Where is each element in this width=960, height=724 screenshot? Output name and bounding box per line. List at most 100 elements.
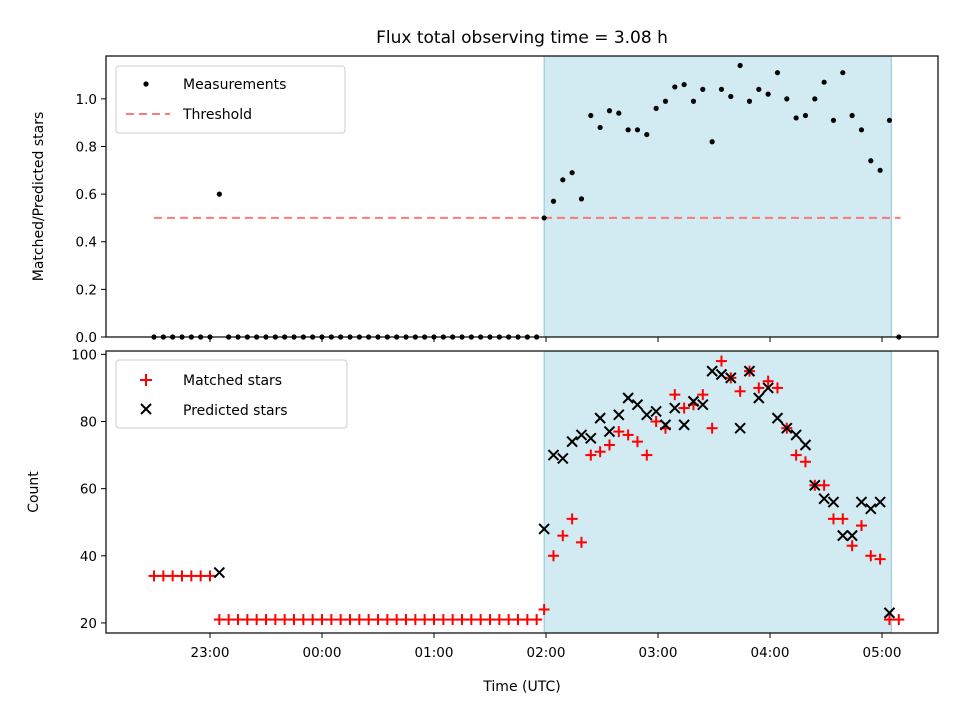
matched-star-point bbox=[503, 614, 515, 626]
matched-star-point bbox=[381, 614, 393, 626]
y-tick-label: 40 bbox=[80, 549, 97, 565]
predicted-star-point bbox=[669, 402, 681, 414]
matched-star-point bbox=[204, 570, 216, 582]
predicted-star-point bbox=[818, 493, 830, 505]
matched-star-point bbox=[613, 426, 625, 438]
matched-stars-points bbox=[148, 355, 905, 626]
matched-star-point bbox=[883, 614, 895, 626]
matched-star-point bbox=[325, 614, 337, 626]
measurement-point bbox=[756, 86, 762, 92]
predicted-star-point bbox=[725, 372, 737, 384]
y-tick-label: 0.4 bbox=[76, 235, 97, 251]
predicted-star-point bbox=[706, 365, 718, 377]
matched-star-point bbox=[753, 382, 765, 394]
x-tick-label: 01:00 bbox=[415, 645, 454, 661]
predicted-star-point bbox=[855, 496, 868, 508]
matched-star-point bbox=[279, 614, 291, 626]
bottom-y-axis-label: Count bbox=[26, 471, 42, 513]
matched-star-point bbox=[650, 416, 662, 427]
predicted-star-point bbox=[687, 395, 700, 408]
predicted-star-point bbox=[613, 409, 625, 421]
matched-star-point bbox=[428, 614, 440, 626]
measurement-point bbox=[868, 158, 874, 164]
matched-star-point bbox=[855, 520, 867, 532]
predicted-star-point bbox=[659, 419, 672, 431]
predicted-star-point bbox=[734, 422, 746, 434]
predicted-star-point bbox=[790, 429, 802, 441]
matched-star-point bbox=[269, 614, 281, 626]
legend-measurements-label: Measurements bbox=[183, 77, 286, 93]
matched-star-point bbox=[307, 614, 319, 626]
x-tick-label: 02:00 bbox=[527, 645, 566, 661]
predicted-star-point bbox=[585, 432, 597, 444]
matched-star-point bbox=[697, 389, 709, 401]
measurement-point bbox=[662, 98, 669, 104]
matched-star-point bbox=[157, 570, 169, 582]
y-tick-label: 1.0 bbox=[76, 92, 97, 108]
x-tick-label: 04:00 bbox=[751, 645, 790, 661]
matched-star-point bbox=[409, 614, 421, 626]
measurement-point bbox=[700, 86, 706, 92]
measurement-point bbox=[737, 62, 743, 69]
measurement-point bbox=[746, 98, 753, 104]
measurement-point bbox=[616, 110, 622, 116]
chart-title: Flux total observing time = 3.08 h bbox=[376, 28, 668, 48]
measurement-point bbox=[718, 86, 725, 92]
measurement-point bbox=[550, 198, 557, 204]
matched-star-point bbox=[213, 614, 225, 626]
matched-star-point bbox=[762, 375, 774, 387]
matched-star-point bbox=[512, 614, 524, 626]
matched-star-point bbox=[456, 614, 468, 626]
matched-star-point bbox=[585, 449, 597, 461]
legend-matched-label: Matched stars bbox=[183, 373, 282, 389]
matched-star-point bbox=[465, 614, 477, 626]
top-panel-frame bbox=[105, 55, 939, 338]
matched-star-point bbox=[475, 614, 487, 626]
predicted-star-point bbox=[547, 449, 560, 461]
matched-star-point bbox=[893, 614, 905, 626]
predicted-star-point bbox=[846, 529, 858, 542]
matched-star-point bbox=[372, 614, 384, 626]
measurement-point bbox=[541, 215, 547, 221]
predicted-star-point bbox=[603, 425, 616, 438]
predicted-star-point bbox=[743, 365, 756, 377]
y-tick-label: 0.2 bbox=[76, 282, 97, 298]
x-tick-label: 05:00 bbox=[863, 645, 902, 661]
matched-star-point bbox=[715, 355, 727, 367]
predicted-star-point bbox=[837, 529, 849, 542]
measurement-point bbox=[830, 117, 837, 123]
x-tick-label: 03:00 bbox=[639, 645, 678, 661]
matched-star-point bbox=[288, 614, 300, 626]
matched-star-point bbox=[799, 456, 811, 468]
top-legend: Measurements Threshold bbox=[115, 65, 346, 134]
matched-star-point bbox=[493, 614, 505, 626]
legend-predicted-label: Predicted stars bbox=[183, 403, 288, 419]
bottom-legend: Matched stars Predicted stars bbox=[115, 359, 348, 429]
measurement-point bbox=[653, 105, 659, 111]
predicted-star-point bbox=[557, 452, 569, 465]
matched-star-point bbox=[185, 570, 197, 582]
x-axis-label: Time (UTC) bbox=[482, 679, 560, 695]
bottom-legend-box bbox=[115, 359, 348, 429]
matched-star-point bbox=[232, 614, 244, 626]
matched-star-point bbox=[335, 614, 347, 626]
measurement-point bbox=[709, 139, 715, 145]
y-tick-label: 80 bbox=[80, 415, 97, 431]
y-tick-label: 100 bbox=[71, 347, 97, 363]
measurement-point bbox=[606, 108, 613, 114]
measurement-point bbox=[802, 112, 809, 119]
measurement-point bbox=[840, 70, 846, 76]
y-tick-label: 0.8 bbox=[76, 139, 97, 155]
matched-star-point bbox=[195, 570, 207, 582]
measurement-points bbox=[151, 62, 902, 340]
matched-star-point bbox=[622, 429, 634, 441]
matched-star-point bbox=[837, 513, 849, 525]
measurement-point bbox=[690, 98, 697, 104]
measurement-point bbox=[774, 70, 781, 76]
measurement-point bbox=[216, 191, 222, 197]
measurement-point bbox=[560, 177, 566, 183]
measurement-point bbox=[569, 170, 575, 176]
matched-star-point bbox=[176, 570, 188, 582]
matched-star-point bbox=[531, 614, 543, 626]
measurement-point bbox=[728, 93, 734, 100]
